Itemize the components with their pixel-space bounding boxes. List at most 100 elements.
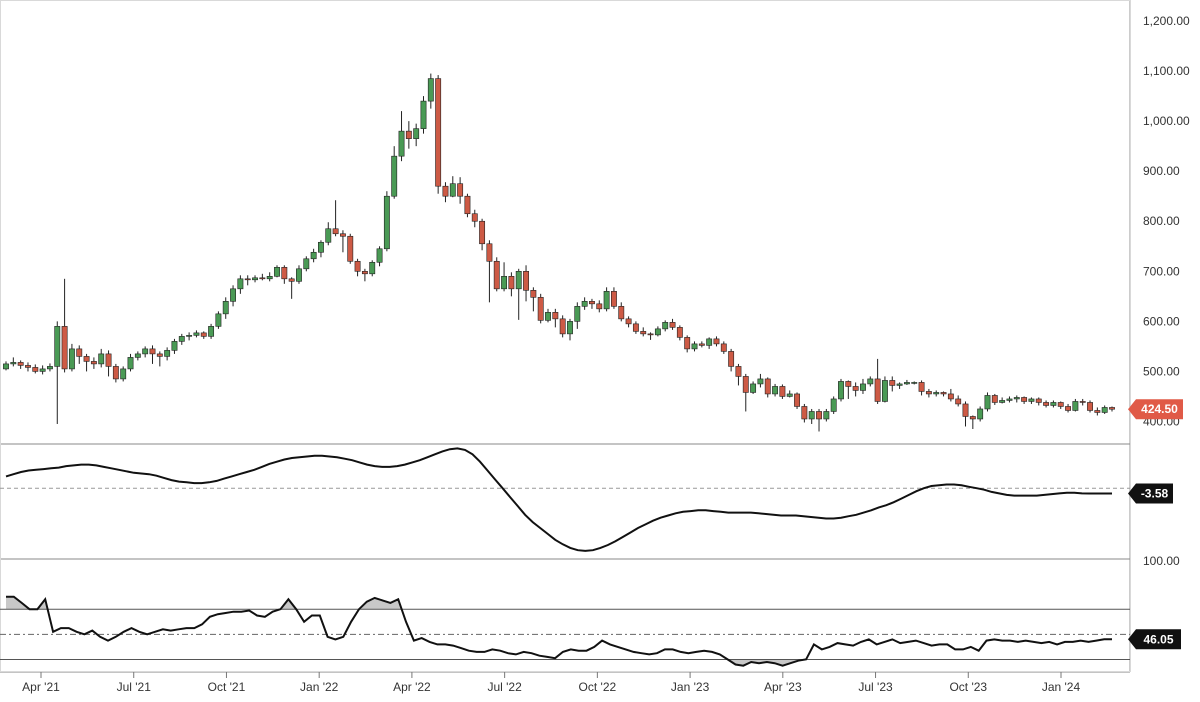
candle xyxy=(354,258,361,277)
candle-body xyxy=(706,338,713,346)
candle-body xyxy=(720,343,727,352)
candle-body xyxy=(808,411,815,420)
candle xyxy=(706,337,713,349)
candle-body xyxy=(1043,402,1050,406)
time-axis-tick: Jan '23 xyxy=(671,680,710,694)
candle-body xyxy=(178,336,185,342)
candle-body xyxy=(112,366,119,380)
candle xyxy=(552,308,559,328)
candle-body xyxy=(237,278,244,290)
candle-body xyxy=(32,367,39,372)
candle xyxy=(1028,397,1035,404)
candle xyxy=(882,376,888,403)
candle xyxy=(903,379,910,385)
candle-body xyxy=(903,382,910,385)
candle-body xyxy=(215,313,222,327)
candle-body xyxy=(676,327,683,338)
candle-body xyxy=(991,395,998,403)
rsi-line xyxy=(6,595,1112,667)
candle-body xyxy=(552,312,559,320)
candle xyxy=(779,384,786,399)
candle xyxy=(1101,405,1108,414)
candle xyxy=(515,268,522,320)
candle-body xyxy=(567,321,573,335)
candle xyxy=(420,96,427,134)
candle-body xyxy=(1013,397,1020,400)
candle xyxy=(640,327,647,337)
candle xyxy=(193,330,200,338)
last-price-tag: 424.50 xyxy=(1128,399,1183,420)
candle xyxy=(999,397,1006,404)
candle-body xyxy=(230,288,236,302)
candle xyxy=(471,209,478,228)
candle-body xyxy=(318,241,324,253)
candle-body xyxy=(420,100,427,129)
candle xyxy=(750,381,757,394)
candle-body xyxy=(156,353,163,357)
candle xyxy=(39,365,46,375)
candle xyxy=(361,268,368,282)
candle-body xyxy=(149,348,156,355)
candle xyxy=(164,347,171,361)
candle xyxy=(112,363,119,383)
candle xyxy=(413,123,420,147)
time-axis-tick: Oct '23 xyxy=(949,680,987,694)
candle-body xyxy=(354,260,361,272)
candle xyxy=(244,275,251,286)
candle xyxy=(1013,395,1020,403)
candle xyxy=(772,383,779,397)
candle xyxy=(977,406,984,422)
candle xyxy=(501,262,508,292)
candle-body xyxy=(1109,407,1115,410)
candle-body xyxy=(640,331,647,335)
candle-body xyxy=(435,78,442,187)
candle-body xyxy=(47,366,53,370)
time-axis-tick: Oct '22 xyxy=(579,680,617,694)
candle-body xyxy=(413,128,420,139)
candle xyxy=(486,240,493,303)
candle-body xyxy=(713,338,720,345)
candle xyxy=(808,408,815,424)
candle xyxy=(1021,396,1028,404)
last-price-tag-bg xyxy=(1128,399,1183,420)
candle-body xyxy=(186,335,193,337)
candle xyxy=(574,302,581,329)
candle xyxy=(647,332,654,340)
candle xyxy=(134,351,141,361)
candle xyxy=(156,351,163,367)
candle xyxy=(991,393,998,405)
candle xyxy=(61,278,68,373)
candle xyxy=(691,341,698,352)
candle-body xyxy=(479,220,486,245)
time-axis-tick: Apr '22 xyxy=(393,680,431,694)
candle xyxy=(676,325,683,341)
candle xyxy=(142,346,149,358)
candle xyxy=(68,343,75,372)
candle-body xyxy=(816,411,822,420)
candle xyxy=(867,376,874,387)
candle xyxy=(339,230,346,253)
candle-body xyxy=(266,276,273,280)
price-panel[interactable]: 1,200.00 1,100.00 1,000.00 900.00 800.00 700.… xyxy=(3,14,1190,432)
candle xyxy=(1094,407,1101,416)
candle xyxy=(1065,403,1071,413)
candle xyxy=(310,248,317,263)
candle xyxy=(830,396,837,414)
candle xyxy=(852,382,859,397)
candle-body xyxy=(398,130,405,157)
candle-body xyxy=(83,356,90,362)
candle-body xyxy=(786,393,793,397)
candle-body xyxy=(772,386,779,395)
candle-body xyxy=(405,130,412,139)
oscillator-panel[interactable]: -3.58 xyxy=(0,447,1173,552)
candle-body xyxy=(200,332,207,337)
candle xyxy=(449,176,456,198)
candle xyxy=(222,297,229,319)
rsi-panel[interactable]: 100.00 46.05 xyxy=(0,554,1181,667)
candle xyxy=(618,302,625,322)
candle-body xyxy=(222,301,229,315)
candle-body xyxy=(574,306,581,322)
candle xyxy=(83,353,90,372)
candle-body xyxy=(1050,402,1057,406)
